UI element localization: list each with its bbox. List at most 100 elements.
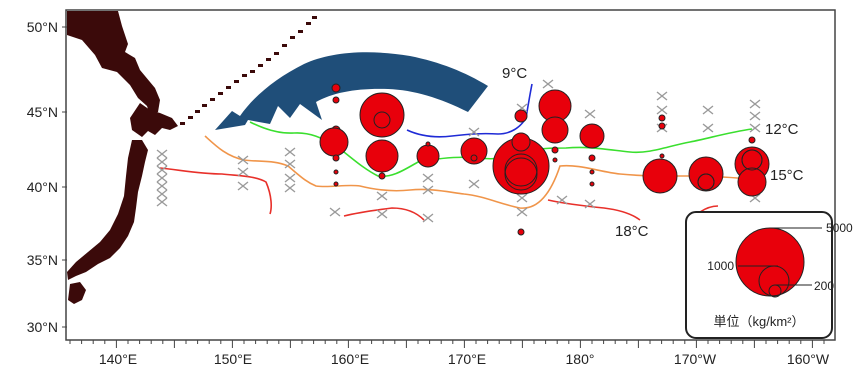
isotherm-18-line-a [159,167,272,215]
cross-icon [156,157,168,167]
isotherm-9-label: 9°C [502,65,527,82]
cross-icon [422,213,434,223]
catch-circle [552,157,558,163]
cross-icon [156,197,168,207]
cross-icon [422,173,434,183]
cross-icon [749,111,761,121]
lat-label-50: 50°N [27,19,58,35]
catch-circle [551,146,559,154]
cross-icon [237,167,249,177]
catch-circle-ring [373,111,391,129]
legend-box: 5000 1000 200 単位（kg/km²） [685,211,853,339]
catch-circle [319,127,349,157]
cross-icon [516,193,528,203]
catch-circle-ring [741,149,763,171]
land-japan [67,11,317,304]
kuril-island [218,92,223,95]
kuril-island [210,98,215,101]
lat-label-30: 30°N [27,319,58,335]
kuril-island [234,80,239,83]
lat-label-45: 45°N [27,104,58,120]
isotherm-18-label: 18°C [615,223,649,240]
cross-icon [749,99,761,109]
catch-circle [332,96,340,104]
catch-circle [359,92,405,138]
catch-circle [333,169,339,175]
catch-circle [748,136,756,144]
cross-icon [376,191,388,201]
catch-circle [514,109,528,123]
catch-circle [642,158,678,194]
kuril-island [258,64,263,67]
cross-icon [156,165,168,175]
cross-icon [284,173,296,183]
kuril-island [290,36,295,39]
cross-icon [156,181,168,191]
cross-icon [584,199,596,209]
legend-value-200: 200 [814,279,834,293]
cross-icon [237,155,249,165]
lon-label-180: 180° [566,351,595,367]
legend-value-1000: 1000 [707,259,734,273]
lon-label-160e: 160°E [331,351,369,367]
cross-icon [749,123,761,133]
catch-circle [511,132,531,152]
cross-icon [584,109,596,119]
lat-label-40: 40°N [27,179,58,195]
catch-circle [460,137,488,165]
catch-circle [588,154,596,162]
cross-icon [156,149,168,159]
kuril-island [180,122,185,125]
kuril-island [195,110,200,113]
legend-value-5000: 5000 [826,221,853,235]
catch-circle [365,139,399,173]
catch-circle [425,141,431,147]
lon-label-150e: 150°E [214,351,252,367]
kuril-island [266,58,271,61]
isotherm-15-label: 15°C [770,167,804,184]
cross-icon [656,91,668,101]
catch-circle [470,154,478,162]
kuril-island [282,44,287,47]
kuril-island [188,116,193,119]
lon-label-170w: 170°W [674,351,717,367]
cross-icon [156,173,168,183]
catch-circle-ring [504,157,538,191]
catch-circle [517,228,525,236]
lon-label-170e: 170°E [448,351,486,367]
lat-label-35: 35°N [27,252,58,268]
catch-circle [541,116,569,144]
kuril-island [242,74,247,77]
cross-icon [468,179,480,189]
cross-icon [237,181,249,191]
catch-circle [658,114,666,122]
cross-icon [284,183,296,193]
kuril-island [226,86,231,89]
cross-icon [702,123,714,133]
no-catch-markers [156,79,761,223]
catch-circle [416,144,440,168]
cross-icon [422,185,434,195]
longitude-labels: 140°E 150°E 160°E 170°E 180° 170°W 160°W [99,351,830,367]
current-arrow-icon [215,52,488,130]
catch-circle [658,122,666,130]
cross-icon [516,207,528,217]
lon-label-160w: 160°W [787,351,830,367]
lon-label-140e: 140°E [99,351,137,367]
cross-icon [702,105,714,115]
cross-icon [376,209,388,219]
catch-circle [332,154,340,162]
latitude-axis: 50°N 45°N 40°N 35°N 30°N [27,19,67,335]
kuril-island [250,70,255,73]
cross-icon [468,127,480,137]
isotherm-12-label: 12°C [765,121,799,138]
kuril-island [312,16,317,19]
catch-circle [589,181,595,187]
longitude-axis [69,340,825,348]
kuril-island [202,104,207,107]
kuril-island [274,52,279,55]
catch-circle [737,167,767,197]
cross-icon [284,147,296,157]
isotherm-18-line-c [547,199,641,221]
